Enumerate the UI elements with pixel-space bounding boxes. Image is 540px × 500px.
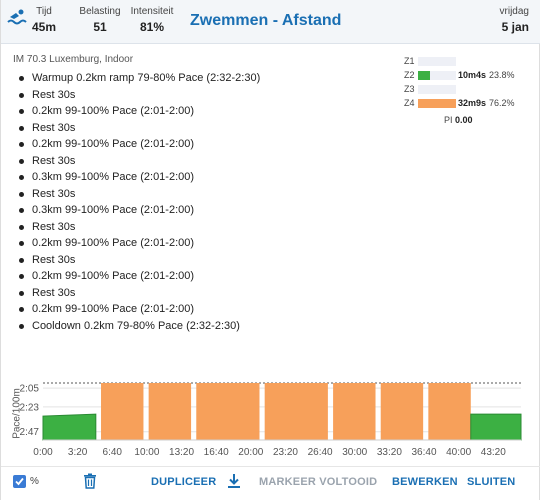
edit-button[interactable]: BEWERKEN: [392, 476, 458, 488]
zone-time-wrap: [458, 56, 461, 66]
x-tick-label: 26:40: [308, 447, 333, 458]
stat-load: Belasting 51: [79, 6, 121, 34]
pi-readout: PI 0.00: [444, 115, 473, 125]
mark-done-button[interactable]: MARKEER VOLTOOID: [259, 476, 378, 488]
swimmer-icon: [7, 9, 27, 25]
select-checkbox[interactable]: [13, 475, 26, 488]
check-icon: [15, 477, 24, 486]
x-tick-label: 10:00: [134, 447, 159, 458]
step-item: 0.2km 99-100% Pace (2:01-2:00): [19, 268, 260, 285]
zone-row-z1: Z1: [404, 54, 534, 68]
stat-value: 81%: [139, 20, 165, 34]
interval-bar: [148, 383, 192, 440]
pace-chart: Pace/100m 2:05 2:23 2:47 0:00 3:20 6:40 10:00 1…: [1, 378, 540, 458]
stat-label: Tijd: [36, 6, 52, 17]
interval-bar: [196, 383, 260, 440]
step-item: Warmup 0.2km ramp 79-80% Pace (2:32-2:30…: [19, 70, 260, 87]
x-tick-label: 30:00: [342, 447, 367, 458]
interval-bar: [333, 383, 376, 440]
zone-bar: [418, 71, 430, 80]
zone-time-wrap: [458, 84, 461, 94]
workout-subtitle: IM 70.3 Luxemburg, Indoor: [13, 54, 134, 65]
step-item: Rest 30s: [19, 285, 260, 302]
zone-label: Z1: [404, 56, 415, 66]
y-tick-label: 2:23: [20, 402, 40, 413]
x-tick-label: 43:20: [481, 447, 506, 458]
zone-percent: 76.2%: [489, 98, 515, 108]
x-tick-label: 0:00: [33, 447, 53, 458]
zone-time-wrap: 10m4s 23.8%: [458, 70, 515, 80]
step-item: Cooldown 0.2km 79-80% Pace (2:32-2:30): [19, 318, 260, 335]
y-tick-label: 2:05: [20, 384, 40, 395]
download-icon[interactable]: [227, 473, 241, 489]
x-tick-label: 33:20: [377, 447, 402, 458]
interval-bar: [428, 383, 471, 440]
step-item: Rest 30s: [19, 252, 260, 269]
step-item: 0.2km 99-100% Pace (2:01-2:00): [19, 136, 260, 153]
stat-label: Belasting: [79, 6, 121, 17]
step-item: 0.3km 99-100% Pace (2:01-2:00): [19, 169, 260, 186]
step-item: Rest 30s: [19, 153, 260, 170]
stat-value: 51: [93, 20, 107, 34]
zone-time: 10m4s: [458, 70, 487, 80]
zone-row-z3: Z3: [404, 82, 534, 96]
zone-row-z4: Z4 32m9s 76.2%: [404, 96, 534, 110]
page-title: Zwemmen - Afstand: [190, 12, 342, 29]
step-item: Rest 30s: [19, 120, 260, 137]
step-item: 0.2km 99-100% Pace (2:01-2:00): [19, 103, 260, 120]
pi-value: 0.00: [455, 115, 473, 125]
stat-label: Intensiteit: [130, 6, 174, 17]
trash-icon[interactable]: [83, 473, 97, 489]
zone-percent: 23.8%: [489, 70, 515, 80]
x-tick-label: 20:00: [238, 447, 263, 458]
x-tick-label: 23:20: [273, 447, 298, 458]
zone-row-z2: Z2 10m4s 23.8%: [404, 68, 534, 82]
interval-bar: [380, 383, 424, 440]
x-tick-label: 3:20: [68, 447, 88, 458]
header: Tijd 45m Belasting 51 Intensiteit 81% Zw…: [1, 0, 540, 44]
zone-bar-track: [418, 85, 456, 94]
zone-bar-track: [418, 71, 456, 80]
date-display: vrijdag 5 jan: [500, 6, 529, 34]
zone-distribution: Z1 Z2 10m4s 23.8% Z3 Z4 32m9s 76.2%: [404, 54, 534, 110]
zone-label: Z3: [404, 84, 415, 94]
zone-bar: [418, 99, 456, 108]
interval-bar: [101, 383, 144, 440]
step-item: 0.3km 99-100% Pace (2:01-2:00): [19, 202, 260, 219]
x-tick-label: 36:40: [411, 447, 436, 458]
stat-duration: Tijd 45m: [31, 6, 57, 34]
step-item: Rest 30s: [19, 186, 260, 203]
step-item: Rest 30s: [19, 87, 260, 104]
pi-label: PI: [444, 115, 453, 125]
zone-label: Z2: [404, 70, 415, 80]
step-item: 0.2km 99-100% Pace (2:01-2:00): [19, 301, 260, 318]
zone-label: Z4: [404, 98, 415, 108]
zone-time: 32m9s: [458, 98, 487, 108]
x-tick-label: 13:20: [169, 447, 194, 458]
step-item: Rest 30s: [19, 219, 260, 236]
easy-segment: [470, 413, 522, 441]
interval-bar: [264, 383, 328, 440]
easy-segment: [42, 413, 97, 441]
step-item: 0.2km 99-100% Pace (2:01-2:00): [19, 235, 260, 252]
footer-toolbar: % DUPLICEER MARKEER VOLTOOID BEWERKEN SL…: [1, 466, 540, 500]
zone-bar-track: [418, 57, 456, 66]
close-button[interactable]: SLUITEN: [467, 476, 516, 488]
day-label: vrijdag: [499, 6, 529, 17]
x-tick-label: 40:00: [446, 447, 471, 458]
percent-label: %: [30, 476, 39, 487]
stat-intensity: Intensiteit 81%: [130, 6, 174, 34]
y-tick-label: 2:47: [20, 427, 40, 438]
date-value: 5 jan: [501, 20, 529, 34]
zone-time-wrap: 32m9s 76.2%: [458, 98, 515, 108]
pace-chart-svg: 2:05 2:23 2:47 0:00 3:20 6:40 10:00 13:20 16:40 2…: [20, 382, 522, 458]
stat-value: 45m: [31, 20, 57, 34]
duplicate-button[interactable]: DUPLICEER: [151, 476, 217, 488]
x-tick-label: 16:40: [204, 447, 229, 458]
x-tick-label: 6:40: [103, 447, 123, 458]
workout-steps: Warmup 0.2km ramp 79-80% Pace (2:32-2:30…: [19, 70, 260, 334]
